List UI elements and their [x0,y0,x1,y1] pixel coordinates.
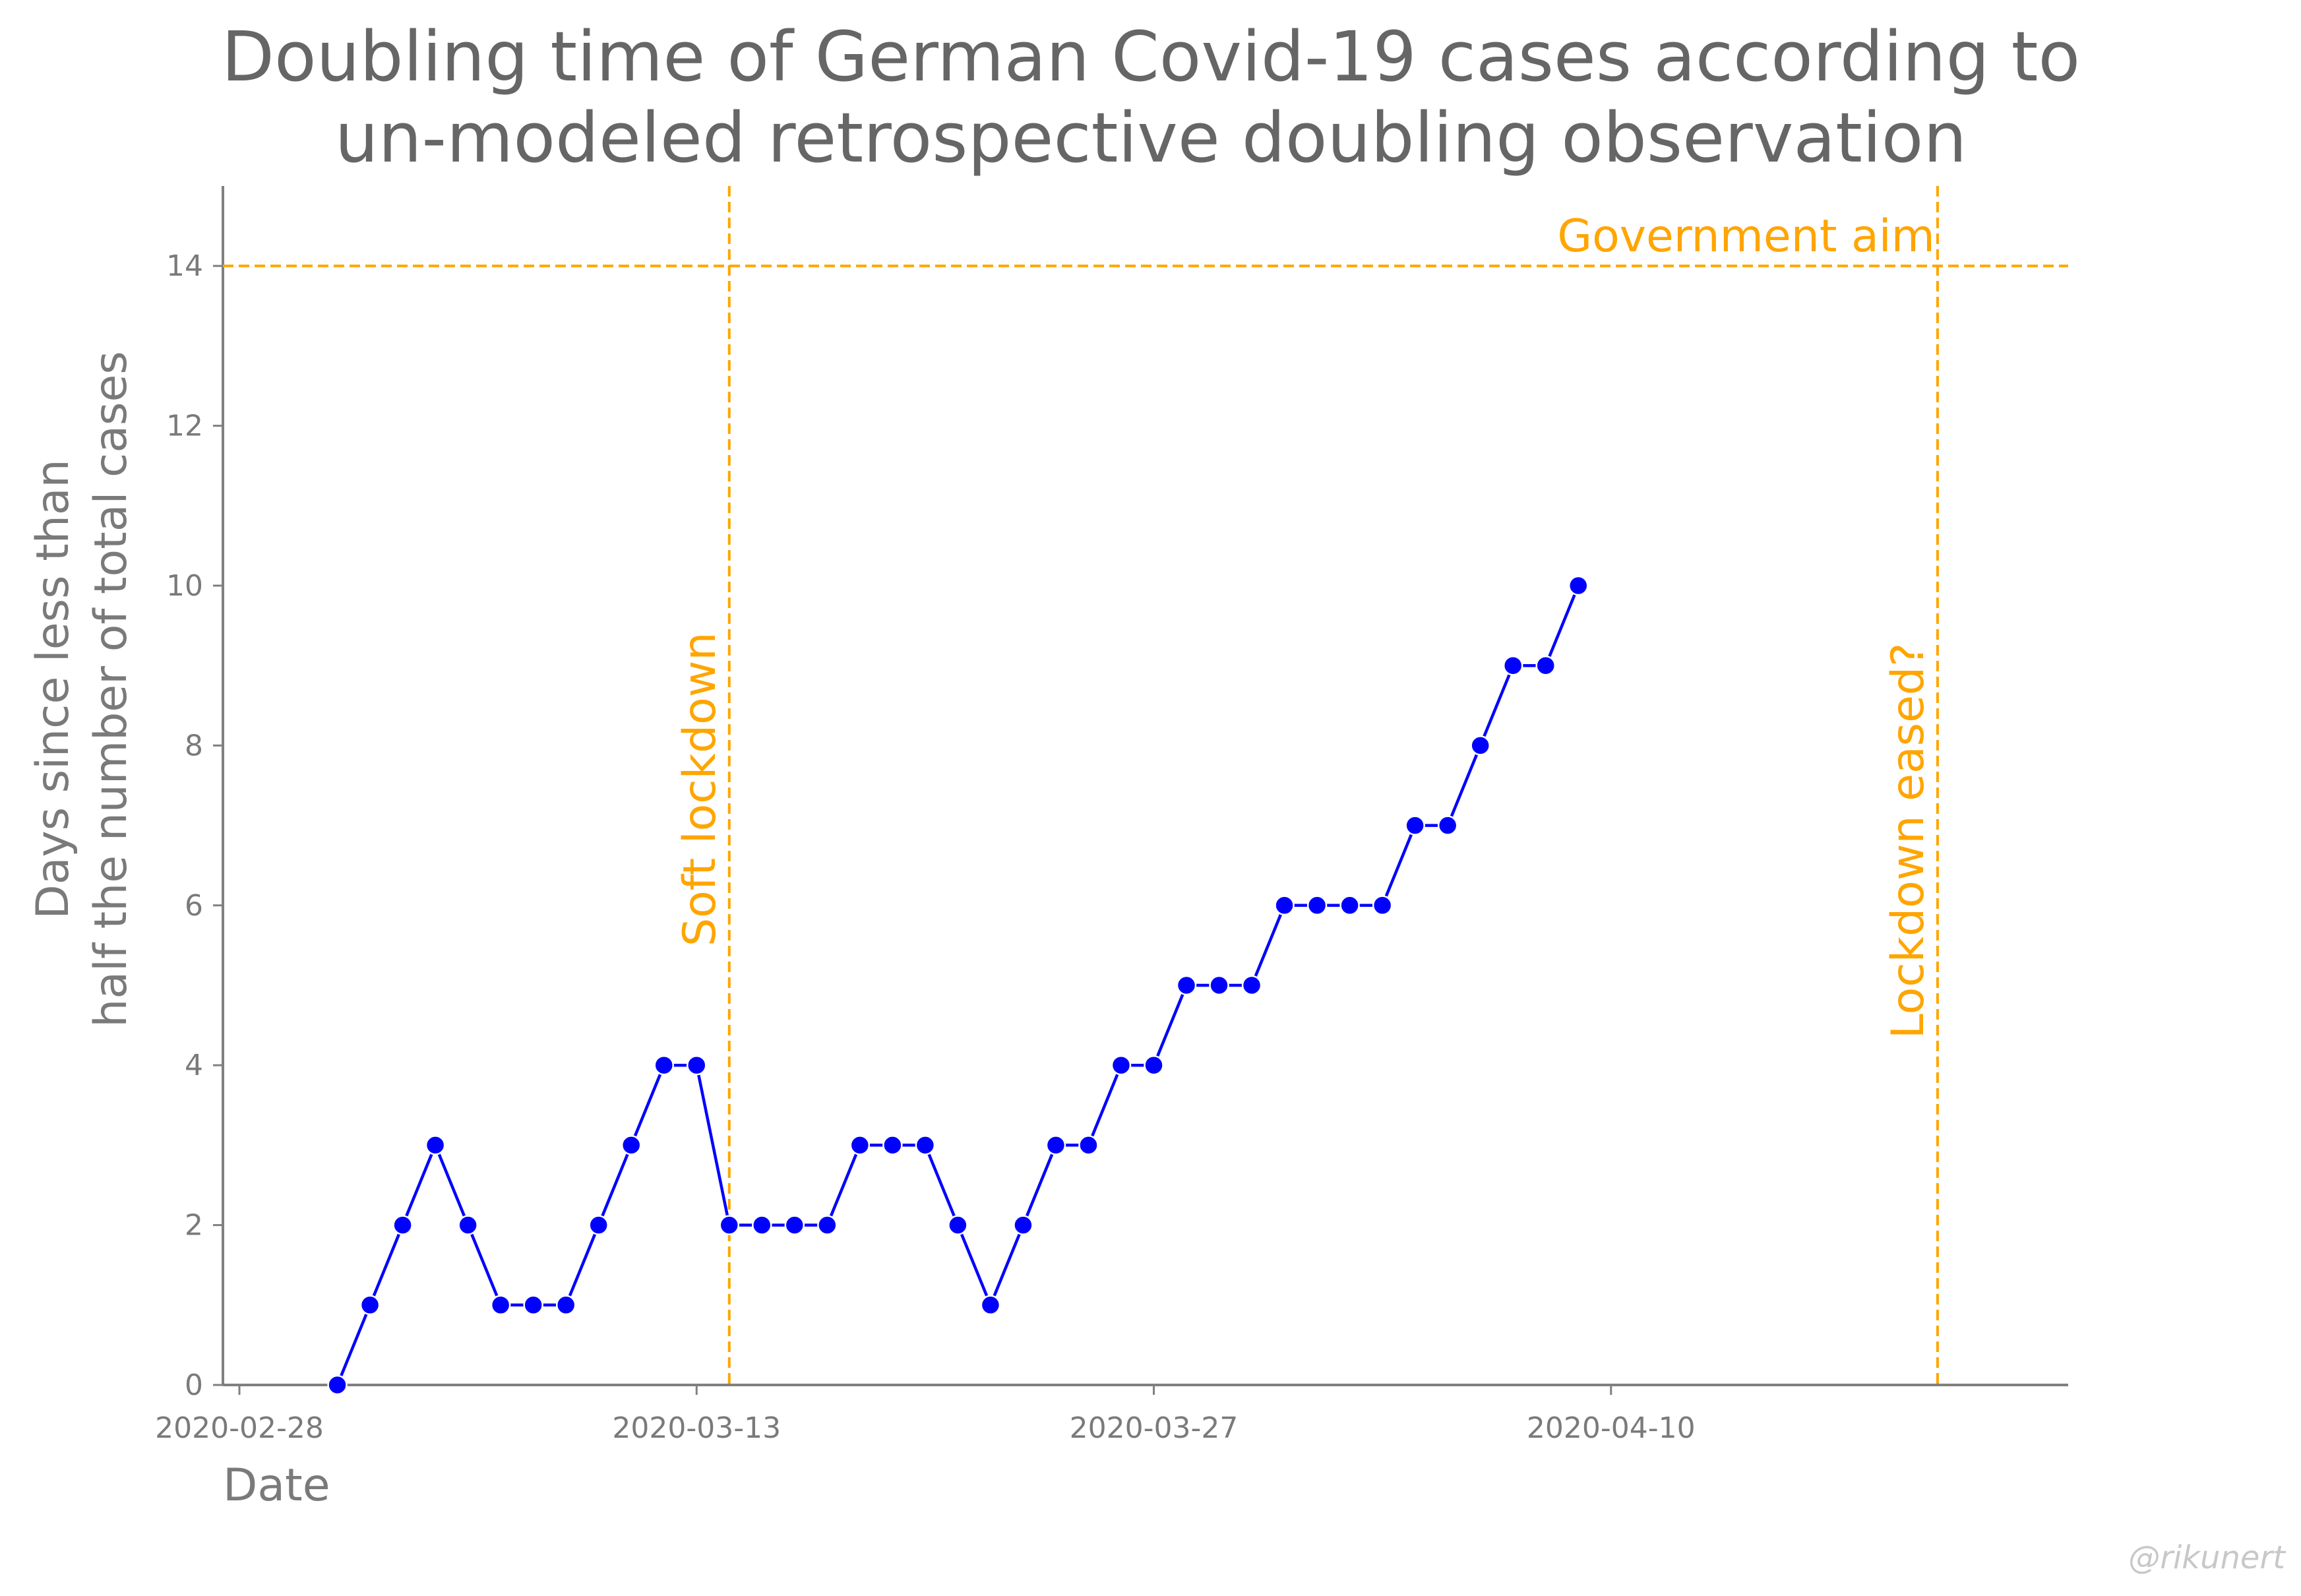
y-tick-label: 12 [166,410,203,443]
series-line [336,585,1580,1386]
data-point [392,1215,413,1235]
data-point [327,1374,348,1396]
data-point [915,1135,936,1155]
data-point [1339,895,1360,916]
chart-title: Doubling time of German Covid-19 cases a… [222,16,2080,178]
data-point [1144,1055,1164,1076]
reference-line-label: Government aim [1557,210,1935,262]
data-point [719,1215,740,1235]
data-point [359,1295,381,1316]
y-tick-label: 6 [185,889,203,923]
data-point [817,1215,838,1235]
data-point [621,1135,642,1155]
data-point [752,1215,772,1235]
data-point [1045,1135,1066,1155]
data-point [1274,895,1295,916]
y-tick-label: 14 [166,249,203,283]
data-point [1209,975,1229,996]
data-point [882,1135,903,1155]
data-point [555,1295,576,1316]
data-point [849,1135,871,1155]
y-axis-label-line-1: Days since less than [27,459,79,919]
chart-title-line-2: un-modeled retrospective doubling observ… [335,98,1967,178]
data-point [687,1055,707,1076]
data-point [523,1295,543,1316]
data-point [1502,655,1523,676]
data-point [654,1055,674,1076]
x-tick-label: 2020-03-13 [612,1411,781,1445]
y-tick-label: 8 [185,729,203,762]
data-point [1372,895,1393,916]
y-axis-label-line-2: half the number of total cases [85,351,137,1027]
data-point [784,1215,805,1235]
data-point [1013,1215,1033,1235]
plot-area: 0 2 4 6 8 10 12 14 2020-02-28 2020-03-13 2020-03-2… [155,186,2068,1445]
data-point [1470,735,1490,756]
data-point [1437,815,1458,836]
data-point [948,1215,968,1235]
y-axis-label: Days since less than half the number of … [27,351,137,1027]
data-point [980,1295,1001,1316]
x-tick-label: 2020-04-10 [1527,1411,1696,1445]
x-tick-label: 2020-02-28 [155,1411,324,1445]
data-point [458,1215,478,1235]
data-point [1405,815,1425,836]
x-axis-label: Date [223,1459,330,1512]
x-tick-label: 2020-03-27 [1070,1411,1239,1445]
y-tick-label: 10 [166,569,203,603]
data-point [1176,975,1197,996]
credit-watermark: @rikunert [2128,1539,2286,1576]
reference-line-label: Lockdown eased? [1882,643,1934,1039]
data-point [588,1215,609,1235]
chart-title-line-1: Doubling time of German Covid-19 cases a… [222,16,2080,97]
data-point [425,1135,446,1155]
y-tick-label: 2 [185,1209,203,1243]
data-point [1078,1135,1099,1155]
y-tick-label: 4 [185,1049,203,1082]
data-point [1535,655,1556,676]
data-point [1241,975,1262,996]
data-point [1111,1055,1132,1076]
data-point [490,1295,511,1316]
y-tick-label: 0 [185,1368,203,1402]
data-point [1306,895,1328,916]
reference-line-label: Soft lockdown [674,632,726,946]
data-point [1568,575,1589,596]
